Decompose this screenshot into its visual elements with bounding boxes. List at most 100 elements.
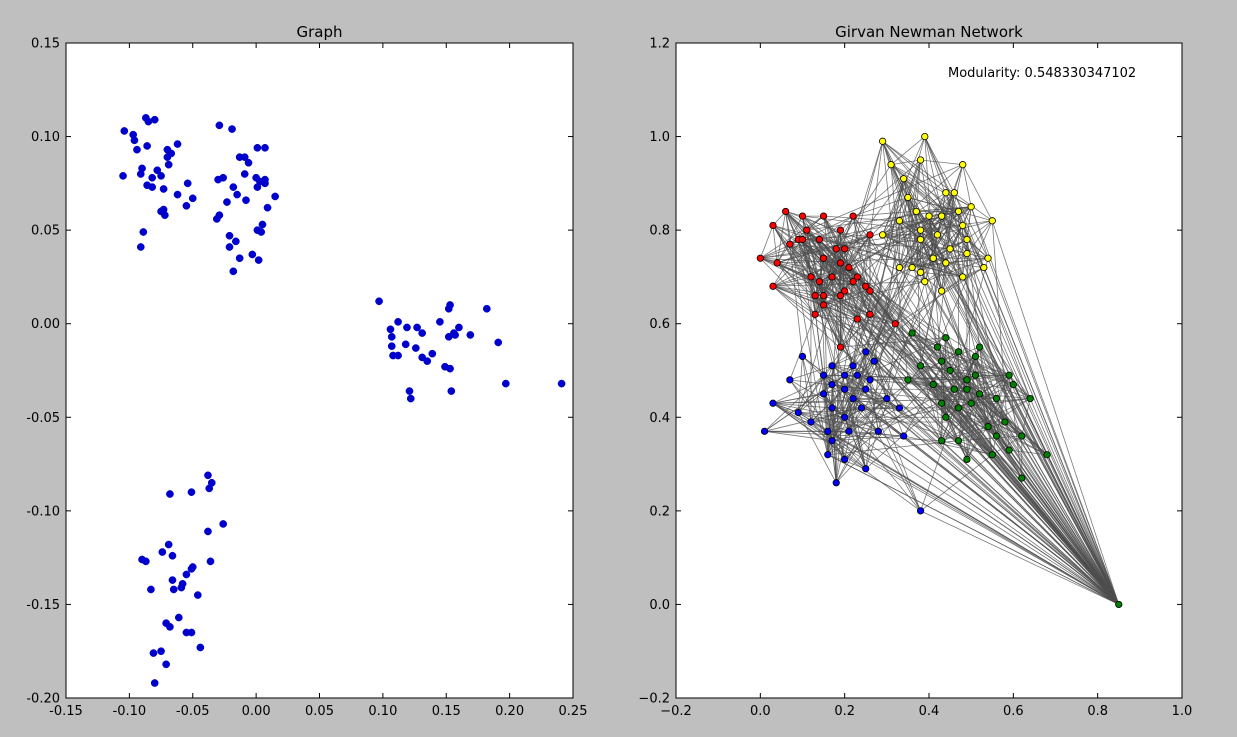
scatter-point <box>167 149 176 158</box>
scatter-point <box>187 565 196 573</box>
network-node <box>849 394 857 403</box>
network-node <box>870 357 878 365</box>
network-edge <box>819 215 854 240</box>
network-node <box>929 254 937 262</box>
network-edge <box>772 285 896 325</box>
network-edge <box>882 220 993 236</box>
network-node <box>967 203 975 211</box>
network-edge <box>949 370 1031 399</box>
scatter-point <box>120 127 129 135</box>
scatter-point <box>466 331 475 339</box>
network-node <box>959 161 967 169</box>
scatter-point <box>158 548 167 556</box>
network-edge <box>760 239 803 259</box>
scatter-point <box>153 166 162 175</box>
scatter-point <box>451 331 459 339</box>
network-edge <box>882 234 900 268</box>
network-node <box>807 273 815 281</box>
scatter-point <box>248 250 257 259</box>
scatter-point <box>119 172 127 180</box>
network-y-tick-label: 0.4 <box>649 411 670 426</box>
scatter-point <box>229 267 238 276</box>
graph-x-tick-label: 0.10 <box>368 704 397 719</box>
network-edge <box>937 220 993 348</box>
network-edge <box>806 206 972 231</box>
network-node <box>921 278 929 286</box>
graph-x-tick-label: 0.00 <box>242 704 271 719</box>
network-edge <box>844 416 1119 605</box>
network-node <box>963 235 971 244</box>
network-edge <box>772 402 833 442</box>
network-edge <box>848 407 862 432</box>
network-node <box>895 404 904 412</box>
scatter-point <box>375 297 383 306</box>
network-node <box>1043 451 1051 459</box>
scatter-point <box>149 649 158 657</box>
network-node <box>1005 446 1013 454</box>
scatter-point <box>394 351 402 360</box>
scatter-point <box>174 613 183 622</box>
network-edge <box>823 393 900 409</box>
network-edge <box>760 239 820 259</box>
network-x-tick-label: 1.0 <box>1172 704 1193 719</box>
network-node <box>1026 394 1034 403</box>
network-edge <box>764 374 824 432</box>
network-edge <box>823 258 921 512</box>
network-edge <box>915 211 1120 605</box>
network-edge <box>873 360 1120 605</box>
network-edge <box>920 239 976 376</box>
network-edge <box>983 267 1120 605</box>
network-edge <box>844 417 867 469</box>
scatter-point <box>387 342 396 351</box>
network-edge <box>819 281 866 287</box>
scatter-point <box>233 190 241 199</box>
network-edge <box>831 407 837 483</box>
network-edge <box>835 351 959 484</box>
network-edge <box>853 206 972 217</box>
network-edge <box>772 402 850 432</box>
network-edge <box>772 402 845 418</box>
network-node <box>849 278 857 286</box>
graph-y-tick-label: 0.05 <box>31 224 60 239</box>
network-node <box>916 268 925 276</box>
network-node <box>895 263 904 272</box>
network-node <box>862 385 870 393</box>
network-node <box>862 465 870 473</box>
scatter-point <box>494 338 503 347</box>
network-node <box>828 404 836 412</box>
network-node <box>874 427 883 435</box>
scatter-point <box>482 304 491 313</box>
network-node <box>756 254 764 262</box>
network-edge <box>882 234 921 240</box>
network-edge <box>1008 449 1120 605</box>
scatter-point <box>136 243 145 251</box>
network-node <box>938 357 946 365</box>
network-node <box>853 315 861 323</box>
network-node <box>946 366 954 375</box>
network-edge <box>1021 435 1120 605</box>
network-edge <box>772 239 820 287</box>
network-edge <box>920 379 968 511</box>
network-edge <box>852 215 1120 605</box>
scatter-point <box>261 143 269 152</box>
network-node <box>950 189 958 197</box>
network-node <box>798 235 807 244</box>
network-node <box>841 413 849 421</box>
network-node <box>879 137 887 145</box>
network-node <box>862 348 870 356</box>
network-edge <box>907 136 926 198</box>
scatter-point <box>223 198 231 206</box>
network-node <box>916 507 925 515</box>
network-x-tick-label: 0.8 <box>1087 704 1108 719</box>
scatter-point <box>187 488 196 496</box>
network-node <box>782 207 790 216</box>
network-edge <box>933 384 972 404</box>
scatter-point <box>169 585 178 594</box>
scatter-point <box>212 215 221 223</box>
scatter-point <box>446 364 454 373</box>
scatter-point <box>411 344 420 352</box>
network-node <box>841 287 849 295</box>
network-edge <box>899 267 1120 605</box>
network-edge <box>797 356 803 413</box>
network-edge <box>857 318 1010 376</box>
